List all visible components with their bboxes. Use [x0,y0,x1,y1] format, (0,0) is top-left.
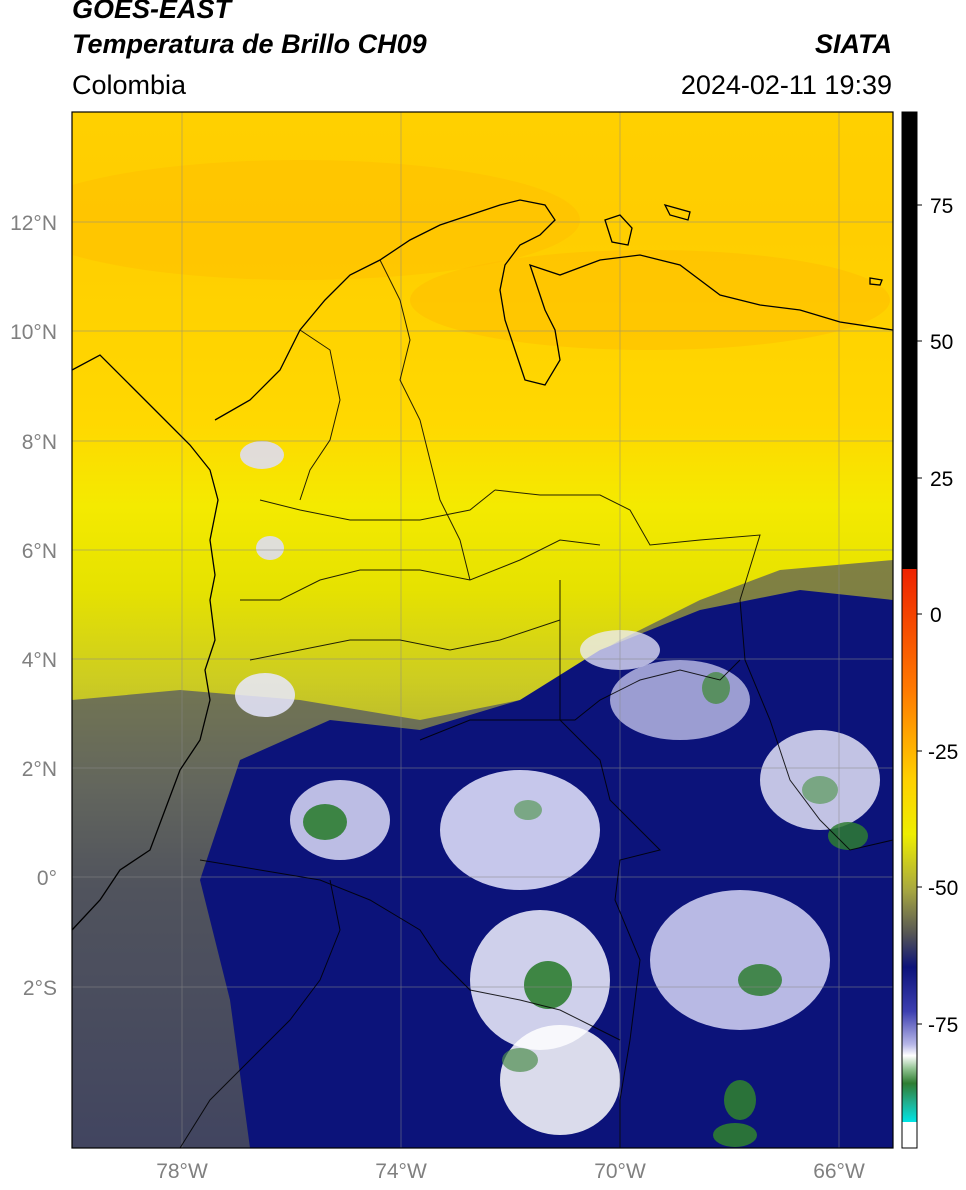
lat-label: 6°N [22,540,57,563]
colorbar: 75 50 25 0 -25 -50 -75 [901,111,958,1149]
colorbar-tick-label: 50 [930,331,953,354]
organization-label: SIATA [815,29,892,59]
map-frame [71,111,894,1149]
map-grid [72,112,893,1148]
satellite-title: GOES-EAST [72,0,232,24]
lon-label: 66°W [813,1160,865,1183]
colorbar-tick-label: -50 [928,877,958,900]
product-title: Temperatura de Brillo CH09 [72,29,427,59]
lat-label: 8°N [22,431,57,454]
map-area [72,112,893,1148]
colorbar-gradient [902,569,917,1122]
colorbar-white-segment [902,1122,917,1148]
lat-labels: 12°N 10°N 8°N 6°N 4°N 2°N 0° 2°S [10,212,57,1000]
datetime-label: 2024-02-11 19:39 [680,70,892,100]
lat-label: 2°N [22,758,57,781]
colorbar-black-segment [902,112,917,569]
lat-label: 2°S [23,977,57,1000]
country-borders [179,259,893,1148]
lat-label: 4°N [22,649,57,672]
lat-label: 0° [37,867,57,890]
colorbar-tick-label: 75 [930,195,953,218]
colorbar-tick-label: -75 [928,1014,958,1037]
colorbar-frame [901,111,918,1149]
colorbar-tick-label: 0 [930,604,942,627]
colorbar-tick-label: -25 [928,741,958,764]
lon-labels: 78°W 74°W 70°W 66°W [156,1160,865,1183]
colorbar-tick-label: 25 [930,468,953,491]
lat-label: 10°N [10,321,57,344]
lon-label: 78°W [156,1160,208,1183]
region-label: Colombia [72,70,187,100]
lon-label: 74°W [375,1160,427,1183]
lon-label: 70°W [594,1160,646,1183]
lat-label: 12°N [10,212,57,235]
